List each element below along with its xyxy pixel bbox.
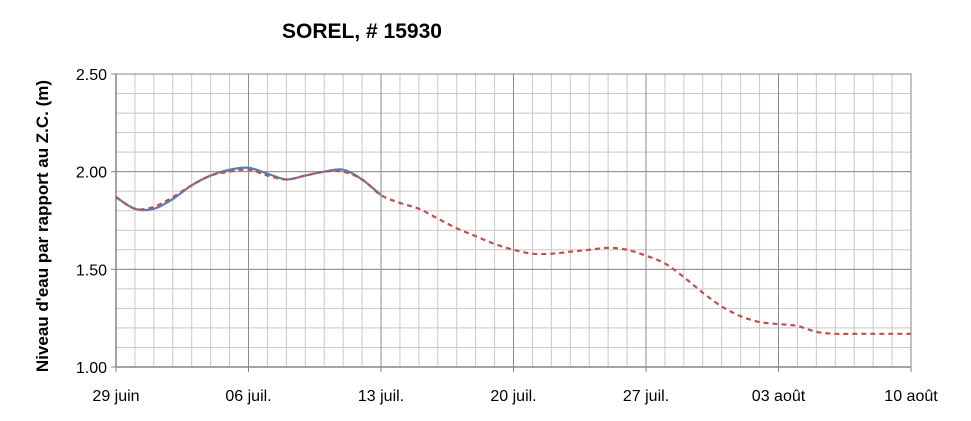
- x-tick-label: 27 juil.: [623, 388, 669, 405]
- y-tick-label: 1.00: [76, 360, 107, 377]
- series: [115, 166, 911, 336]
- x-tick-label: 10 août: [884, 388, 938, 405]
- tick-labels: 1.00 1.50 2.00 2.50 29 juin 06 juil. 13 juil. 2…: [76, 67, 938, 405]
- x-tick-label: 29 juin: [92, 388, 139, 405]
- y-tick-label: 2.00: [76, 165, 107, 182]
- x-tick-label: 13 juil.: [358, 388, 404, 405]
- chart-title: SOREL, # 15930: [282, 20, 442, 43]
- x-tick-label: 03 août: [752, 388, 806, 405]
- grid: [116, 73, 911, 368]
- x-tick-label: 06 juil.: [225, 388, 271, 405]
- y-axis-label: Niveau d'eau par rapport au Z.C. (m): [33, 80, 52, 372]
- axes: [111, 73, 912, 372]
- dashed-series-line: [115, 168, 911, 336]
- y-tick-label: 1.50: [76, 262, 107, 279]
- y-tick-label: 2.50: [76, 67, 107, 84]
- x-tick-label: 20 juil.: [490, 388, 536, 405]
- solid-series-line: [115, 166, 382, 212]
